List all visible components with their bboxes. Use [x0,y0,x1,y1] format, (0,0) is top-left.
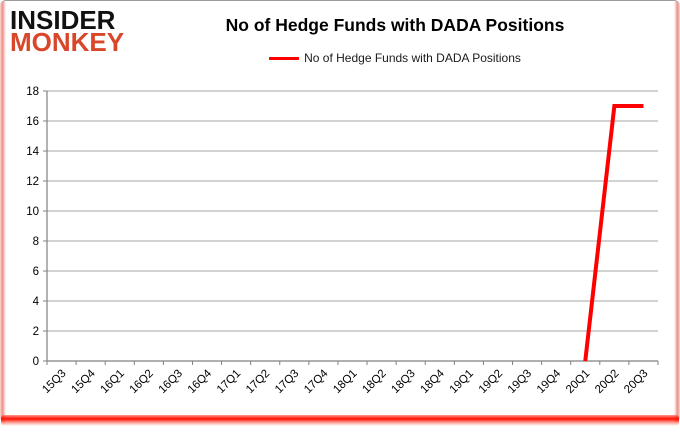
y-tick-label: 4 [33,296,40,308]
chart-title: No of Hedge Funds with DADA Positions [225,15,565,35]
y-tick-label: 10 [26,206,39,218]
legend-label: No of Hedge Funds with DADA Positions [304,51,521,65]
x-tick-label: 17Q1 [215,368,243,396]
insider-monkey-logo: INSIDER MONKEY [10,5,125,57]
chart-header: No of Hedge Funds with DADA Positions No… [130,15,660,65]
x-tick-label: 16Q4 [186,367,215,396]
logo-text-insider: INSIDER [10,5,116,35]
x-tick-label: 17Q3 [273,368,301,396]
logo-text-monkey: MONKEY [10,27,125,57]
x-tick-label: 19Q3 [506,368,534,396]
x-tick-label: 15Q4 [69,367,98,396]
x-tick-label: 18Q1 [331,368,359,396]
x-tick-label: 16Q2 [128,368,156,396]
x-tick-label: 16Q3 [157,368,185,396]
y-tick-label: 0 [33,356,39,368]
y-tick-label: 14 [26,146,39,158]
x-tick-label: 20Q2 [593,368,621,396]
y-tick-label: 18 [26,86,39,98]
x-tick-label: 15Q3 [40,368,68,396]
y-tick-label: 6 [33,266,39,278]
x-tick-label: 17Q2 [244,368,272,396]
x-tick-label: 18Q3 [389,368,417,396]
x-tick-label: 19Q2 [477,368,505,396]
x-tick-label: 17Q4 [302,367,331,396]
y-tick-label: 12 [26,176,39,188]
x-tick-label: 18Q4 [419,367,448,396]
x-tick-label: 18Q2 [360,368,388,396]
x-tick-label: 16Q1 [98,368,126,396]
y-tick-label: 2 [33,326,39,338]
y-tick-label: 8 [33,236,39,248]
x-tick-label: 20Q3 [622,368,650,396]
x-tick-label: 19Q4 [535,367,564,396]
legend-line-swatch [269,56,300,60]
y-tick-label: 16 [26,116,39,128]
x-tick-label: 19Q1 [448,368,476,396]
x-tick-label: 20Q1 [564,368,592,396]
chart-legend: No of Hedge Funds with DADA Positions [130,51,660,65]
series-line [583,104,644,362]
